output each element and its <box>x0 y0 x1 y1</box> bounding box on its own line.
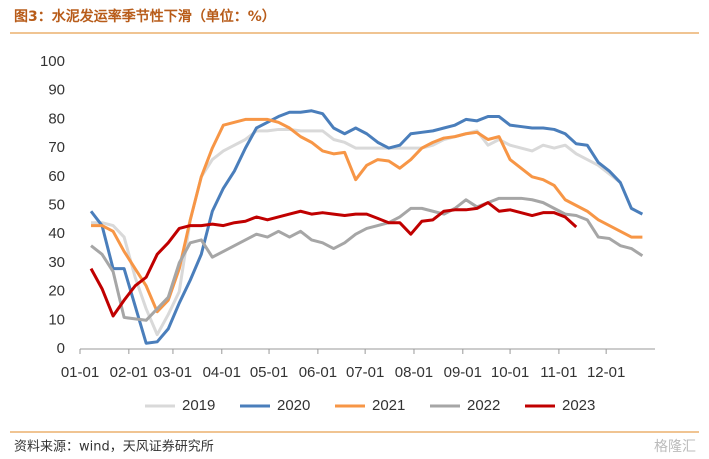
y-tick-label: 90 <box>48 82 65 99</box>
y-tick-label: 20 <box>48 283 65 300</box>
series-line <box>91 117 643 314</box>
x-tick-label: 01-01 <box>61 364 99 381</box>
chart-title: 图3：水泥发运率季节性下滑（单位：%） <box>14 8 276 25</box>
source-note: 资料来源：wind，天风证券研究所 <box>14 439 214 455</box>
y-tick-label: 50 <box>48 196 65 213</box>
series-line <box>89 109 644 345</box>
x-tick-label: 11-01 <box>540 364 577 381</box>
watermark: 格隆汇 <box>654 439 696 455</box>
series-line <box>89 201 578 318</box>
y-tick-label: 10 <box>48 311 65 328</box>
y-tick-label: 100 <box>40 53 65 70</box>
y-tick-label: 70 <box>48 139 65 156</box>
legend-label: 2020 <box>277 397 310 414</box>
x-tick-label: 10-01 <box>491 364 529 381</box>
y-tick-label: 30 <box>48 254 65 271</box>
x-tick-label: 03-01 <box>154 364 192 381</box>
y-tick-label: 80 <box>48 110 65 127</box>
legend-label: 2023 <box>562 397 595 414</box>
x-tick-label: 06-01 <box>299 364 337 381</box>
legend-label: 2022 <box>467 397 500 414</box>
legend-label: 2021 <box>372 397 405 414</box>
y-tick-label: 60 <box>48 168 65 185</box>
x-tick-label: 07-01 <box>346 364 384 381</box>
x-tick-label: 09-01 <box>444 364 482 381</box>
x-tick-label: 02-01 <box>110 364 148 381</box>
legend-label: 2019 <box>182 397 215 414</box>
x-tick-label: 05-01 <box>250 364 288 381</box>
series-line <box>91 127 622 337</box>
series-line <box>90 196 644 322</box>
y-tick-label: 0 <box>57 340 65 357</box>
x-tick-label: 08-01 <box>395 364 433 381</box>
x-tick-label: 12-01 <box>587 364 625 381</box>
x-tick-label: 04-01 <box>203 364 241 381</box>
y-tick-label: 40 <box>48 225 65 242</box>
